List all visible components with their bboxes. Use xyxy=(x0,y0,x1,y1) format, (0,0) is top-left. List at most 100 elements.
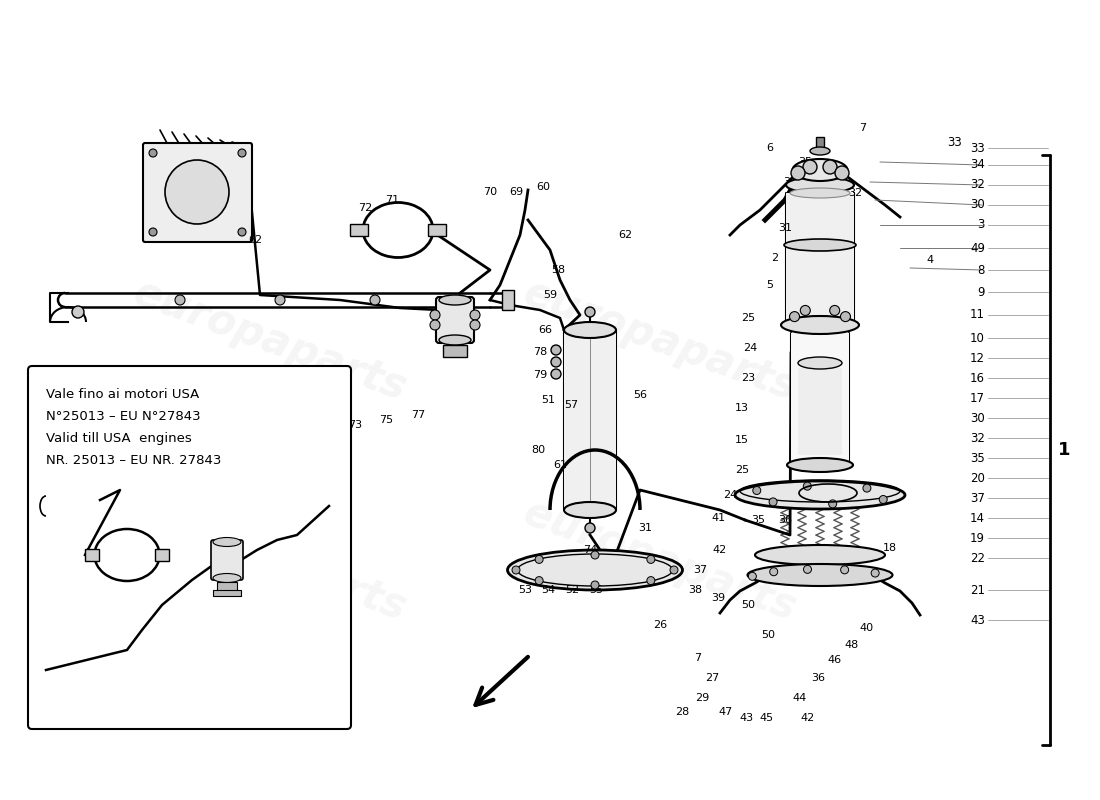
Bar xyxy=(155,549,169,561)
Circle shape xyxy=(72,306,84,318)
Circle shape xyxy=(275,295,285,305)
Circle shape xyxy=(752,486,761,494)
Circle shape xyxy=(840,311,850,322)
Text: 31: 31 xyxy=(778,223,792,233)
Text: 47: 47 xyxy=(719,707,733,717)
Bar xyxy=(443,345,468,357)
Text: 69: 69 xyxy=(509,187,524,197)
Text: 6: 6 xyxy=(767,143,773,153)
Text: 78: 78 xyxy=(532,347,547,357)
Text: 45: 45 xyxy=(759,713,773,723)
Circle shape xyxy=(803,160,817,174)
Text: 35: 35 xyxy=(798,157,812,167)
Text: 72: 72 xyxy=(77,480,91,490)
Text: 36: 36 xyxy=(778,515,792,525)
Ellipse shape xyxy=(810,147,830,155)
Ellipse shape xyxy=(781,316,859,334)
Text: 25: 25 xyxy=(741,313,755,323)
Text: 37: 37 xyxy=(693,565,707,575)
Circle shape xyxy=(165,160,229,224)
Circle shape xyxy=(551,369,561,379)
Text: 36: 36 xyxy=(783,177,798,187)
Ellipse shape xyxy=(755,545,886,565)
Text: 76: 76 xyxy=(333,467,348,477)
Text: europaparts: europaparts xyxy=(128,271,413,409)
Text: 59: 59 xyxy=(543,290,557,300)
Circle shape xyxy=(470,310,480,320)
Circle shape xyxy=(871,569,879,577)
Text: 21: 21 xyxy=(970,583,985,597)
Circle shape xyxy=(801,306,811,315)
Text: 64: 64 xyxy=(220,480,234,490)
FancyBboxPatch shape xyxy=(436,297,474,343)
Circle shape xyxy=(647,577,654,585)
Text: Vale fino ai motori USA: Vale fino ai motori USA xyxy=(46,388,199,401)
Text: 32: 32 xyxy=(970,178,985,191)
Bar xyxy=(786,193,854,325)
Text: 4: 4 xyxy=(926,255,934,265)
Text: 9: 9 xyxy=(978,286,984,298)
Circle shape xyxy=(670,566,678,574)
Text: 7: 7 xyxy=(694,653,702,663)
Text: 36: 36 xyxy=(811,673,825,683)
Text: 44: 44 xyxy=(793,693,807,703)
Circle shape xyxy=(585,523,595,533)
Ellipse shape xyxy=(792,159,847,181)
Text: 42: 42 xyxy=(801,713,815,723)
Text: 71: 71 xyxy=(104,480,119,490)
Circle shape xyxy=(238,149,246,157)
Text: 37: 37 xyxy=(970,491,985,505)
Text: 13: 13 xyxy=(735,403,749,413)
Text: 53: 53 xyxy=(518,585,532,595)
Circle shape xyxy=(647,555,654,563)
Text: 70: 70 xyxy=(483,187,497,197)
Circle shape xyxy=(430,310,440,320)
Ellipse shape xyxy=(786,458,852,472)
Text: 35: 35 xyxy=(751,515,764,525)
Circle shape xyxy=(835,166,849,180)
Circle shape xyxy=(791,166,805,180)
Circle shape xyxy=(430,320,440,330)
Text: 73: 73 xyxy=(348,420,362,430)
Text: Valid till USA  engines: Valid till USA engines xyxy=(46,432,191,445)
Text: 46: 46 xyxy=(828,655,843,665)
Text: 30: 30 xyxy=(970,198,985,211)
Ellipse shape xyxy=(439,335,471,345)
Circle shape xyxy=(148,228,157,236)
FancyBboxPatch shape xyxy=(28,366,351,729)
Text: 17: 17 xyxy=(970,391,985,405)
Text: 63: 63 xyxy=(185,695,199,705)
Text: N°25013 – EU N°27843: N°25013 – EU N°27843 xyxy=(46,410,200,423)
Ellipse shape xyxy=(790,188,850,198)
Text: 31: 31 xyxy=(638,523,652,533)
FancyBboxPatch shape xyxy=(211,540,243,580)
Text: 68: 68 xyxy=(125,695,139,705)
Circle shape xyxy=(238,228,246,236)
Text: 49: 49 xyxy=(970,242,985,254)
Circle shape xyxy=(879,495,888,503)
Text: 39: 39 xyxy=(711,593,725,603)
Text: 32: 32 xyxy=(970,431,985,445)
Text: 56: 56 xyxy=(632,390,647,400)
Text: 65: 65 xyxy=(133,480,147,490)
Text: 30: 30 xyxy=(970,411,985,425)
Text: 58: 58 xyxy=(551,265,565,275)
Text: 66: 66 xyxy=(147,695,161,705)
Text: europaparts: europaparts xyxy=(518,271,802,409)
Ellipse shape xyxy=(213,538,241,546)
Circle shape xyxy=(512,566,520,574)
Circle shape xyxy=(790,312,800,322)
Text: 32: 32 xyxy=(848,188,862,198)
Text: 71: 71 xyxy=(385,195,399,205)
Circle shape xyxy=(148,149,157,157)
Text: NR. 25013 – EU NR. 27843: NR. 25013 – EU NR. 27843 xyxy=(46,454,221,467)
Bar xyxy=(798,368,842,455)
Circle shape xyxy=(829,306,839,315)
Circle shape xyxy=(770,568,778,576)
Text: 40: 40 xyxy=(859,623,873,633)
Text: 35: 35 xyxy=(970,451,985,465)
Ellipse shape xyxy=(213,574,241,582)
Text: 11: 11 xyxy=(970,309,985,322)
Text: 1: 1 xyxy=(1058,441,1070,459)
Circle shape xyxy=(748,572,757,580)
